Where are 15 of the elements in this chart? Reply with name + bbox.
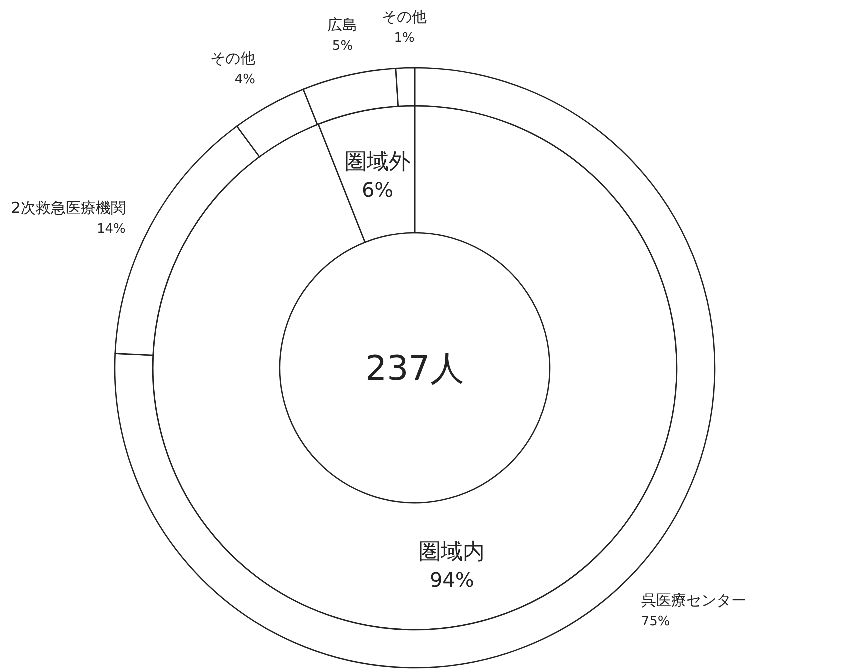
slice-label: 呉医療センター xyxy=(641,591,746,610)
slice-label: 圏域内 xyxy=(419,540,486,565)
data-label: 75% xyxy=(641,614,670,630)
data-label: 94% xyxy=(430,568,474,592)
text: 237人 xyxy=(366,349,464,389)
data-label: 1% xyxy=(394,31,415,46)
data-label: 14% xyxy=(96,222,126,238)
slice-label: その他 xyxy=(210,49,256,68)
data-label: 6% xyxy=(362,178,394,202)
slice-label: その他 xyxy=(382,8,428,26)
data-label: 5% xyxy=(332,39,354,54)
slice-label: 2次救急医療機関 xyxy=(11,199,126,218)
data-label: 4% xyxy=(234,72,256,88)
slice-label: 広島 xyxy=(328,16,358,34)
slice-label: 圏域外 xyxy=(344,150,411,176)
